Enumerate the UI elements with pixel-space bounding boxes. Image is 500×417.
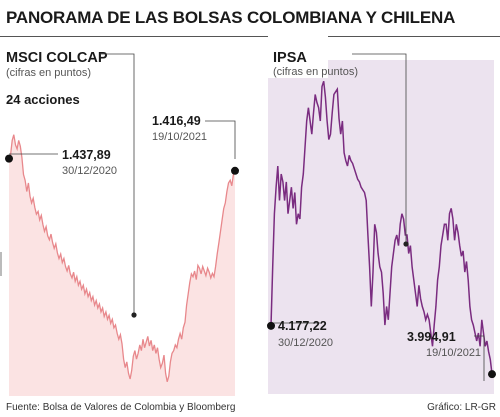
ipsa-header-mask: [268, 36, 328, 78]
ipsa-end-point: [488, 370, 496, 379]
ipsa-end-date: 19/10/2021: [426, 347, 481, 359]
colcap-note: 24 acciones: [6, 92, 80, 107]
colcap-end-leader: [205, 120, 236, 159]
ipsa-end-leader: [474, 335, 485, 381]
colcap-panel: MSCI COLCAP (cifras en puntos) 24 accion…: [0, 50, 239, 396]
ipsa-start-point: [267, 321, 275, 330]
ipsa-line: [270, 80, 493, 375]
colcap-start-point: [5, 154, 13, 163]
colcap-end-date: 19/10/2021: [152, 131, 207, 143]
ipsa-mid-marker: [403, 241, 409, 247]
colcap-start-value: 1.437,89: [62, 148, 111, 162]
credit-note: Gráfico: LR-GR: [427, 402, 496, 413]
ipsa-title: IPSA: [273, 50, 307, 66]
colcap-mid-marker: [131, 312, 137, 318]
source-note: Fuente: Bolsa de Valores de Colombia y B…: [6, 402, 236, 413]
colcap-title: MSCI COLCAP: [6, 50, 108, 66]
page-title: PANORAMA DE LAS BOLSAS COLOMBIANA Y CHIL…: [6, 8, 456, 27]
ipsa-callout-line: [352, 53, 407, 244]
ipsa-subtitle: (cifras en puntos): [273, 66, 358, 78]
ipsa-start-date: 30/12/2020: [278, 337, 333, 349]
colcap-subtitle: (cifras en puntos): [6, 67, 91, 79]
ipsa-panel: IPSA (cifras en puntos) 4.177,22 30/12/2…: [267, 36, 496, 394]
colcap-end-point: [231, 166, 239, 175]
colcap-callout-line: [100, 53, 135, 315]
colcap-start-date: 30/12/2020: [62, 165, 117, 177]
ipsa-end-value: 3.994,91: [407, 330, 456, 344]
title-divider: [0, 36, 500, 37]
ipsa-area: [271, 81, 492, 394]
colcap-line: [8, 134, 236, 382]
colcap-end-value: 1.416,49: [152, 114, 201, 128]
colcap-area: [9, 134, 235, 396]
ipsa-start-value: 4.177,22: [278, 319, 327, 333]
